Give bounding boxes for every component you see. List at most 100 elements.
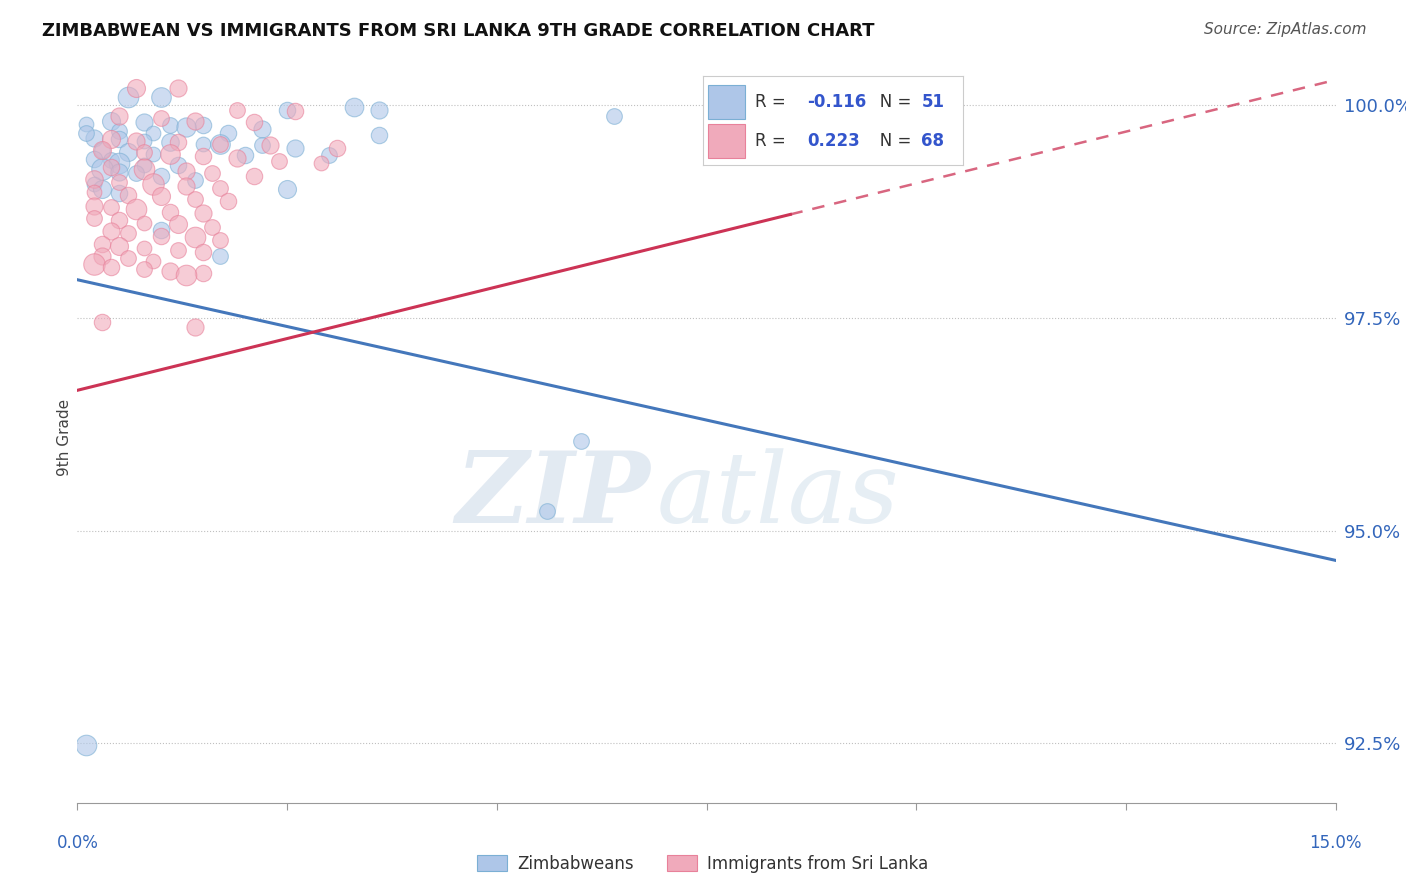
Point xyxy=(150,111,173,125)
Point xyxy=(134,158,156,172)
Bar xyxy=(709,124,745,158)
Point xyxy=(603,109,626,123)
Point xyxy=(208,136,231,151)
Point xyxy=(150,223,173,237)
Point xyxy=(117,187,139,202)
Text: ZIP: ZIP xyxy=(456,448,650,544)
Point xyxy=(159,204,181,219)
Point xyxy=(83,257,105,271)
Point xyxy=(184,319,207,334)
Text: R =: R = xyxy=(755,93,792,111)
Point xyxy=(100,160,122,174)
Point xyxy=(108,165,131,179)
Point xyxy=(368,103,391,117)
Point xyxy=(208,181,231,195)
Point xyxy=(134,261,156,276)
Point xyxy=(75,738,97,752)
Text: atlas: atlas xyxy=(657,448,898,543)
Point xyxy=(242,115,264,129)
Text: 68: 68 xyxy=(921,132,945,150)
Point xyxy=(200,219,222,234)
Point xyxy=(83,211,105,225)
Point xyxy=(83,177,105,191)
Point xyxy=(159,135,181,149)
Point xyxy=(125,166,148,180)
Point xyxy=(108,186,131,200)
Point xyxy=(91,143,114,157)
Point xyxy=(83,172,105,186)
Point xyxy=(142,177,165,191)
Point xyxy=(191,118,215,132)
Point xyxy=(159,264,181,278)
Point xyxy=(83,199,105,213)
Point xyxy=(208,249,231,263)
Point xyxy=(569,434,592,449)
Y-axis label: 9th Grade: 9th Grade xyxy=(56,399,72,475)
Text: 0.0%: 0.0% xyxy=(56,834,98,852)
Point xyxy=(250,138,273,153)
Text: ZIMBABWEAN VS IMMIGRANTS FROM SRI LANKA 9TH GRADE CORRELATION CHART: ZIMBABWEAN VS IMMIGRANTS FROM SRI LANKA … xyxy=(42,22,875,40)
Point xyxy=(284,141,307,155)
Point xyxy=(117,226,139,240)
Point xyxy=(142,146,165,161)
Point xyxy=(150,228,173,243)
Point xyxy=(184,113,207,128)
Point xyxy=(191,244,215,259)
Point xyxy=(191,206,215,220)
Point xyxy=(100,260,122,274)
Point xyxy=(100,113,122,128)
Point xyxy=(91,144,114,158)
Point xyxy=(83,130,105,145)
Point xyxy=(184,230,207,244)
Point xyxy=(125,81,148,95)
Text: N =: N = xyxy=(865,132,917,150)
Point xyxy=(75,126,97,140)
Point xyxy=(83,152,105,166)
Point xyxy=(536,504,558,518)
Point xyxy=(75,117,97,131)
Point xyxy=(326,141,349,155)
Point xyxy=(134,241,156,255)
Point xyxy=(125,202,148,216)
Point xyxy=(259,138,281,153)
Point xyxy=(150,169,173,183)
Point xyxy=(108,213,131,227)
Point xyxy=(83,185,105,199)
Point xyxy=(134,145,156,160)
Point xyxy=(91,162,114,177)
Point xyxy=(91,237,114,252)
Point xyxy=(108,156,131,170)
Point xyxy=(150,189,173,203)
Point xyxy=(108,132,131,146)
Point xyxy=(159,118,181,132)
Point xyxy=(108,124,131,138)
Text: 0.223: 0.223 xyxy=(807,132,860,150)
Point xyxy=(167,218,190,232)
Point xyxy=(176,179,198,194)
Point xyxy=(208,136,231,151)
Point xyxy=(176,120,198,134)
Point xyxy=(208,233,231,247)
Point xyxy=(267,153,290,168)
Point xyxy=(343,100,366,114)
Point xyxy=(318,147,340,161)
Point xyxy=(142,254,165,268)
Point xyxy=(167,135,190,149)
Point xyxy=(191,149,215,163)
Point xyxy=(191,266,215,280)
Point xyxy=(233,147,256,161)
Point xyxy=(125,134,148,148)
Point xyxy=(167,243,190,257)
Point xyxy=(176,268,198,283)
Text: 51: 51 xyxy=(921,93,945,111)
Point xyxy=(250,122,273,136)
Point xyxy=(217,194,239,209)
Point xyxy=(191,136,215,151)
Point xyxy=(134,162,156,177)
Point xyxy=(100,224,122,238)
Point xyxy=(368,128,391,143)
Text: N =: N = xyxy=(865,93,917,111)
Point xyxy=(134,115,156,129)
Text: -0.116: -0.116 xyxy=(807,93,866,111)
Point xyxy=(117,90,139,104)
